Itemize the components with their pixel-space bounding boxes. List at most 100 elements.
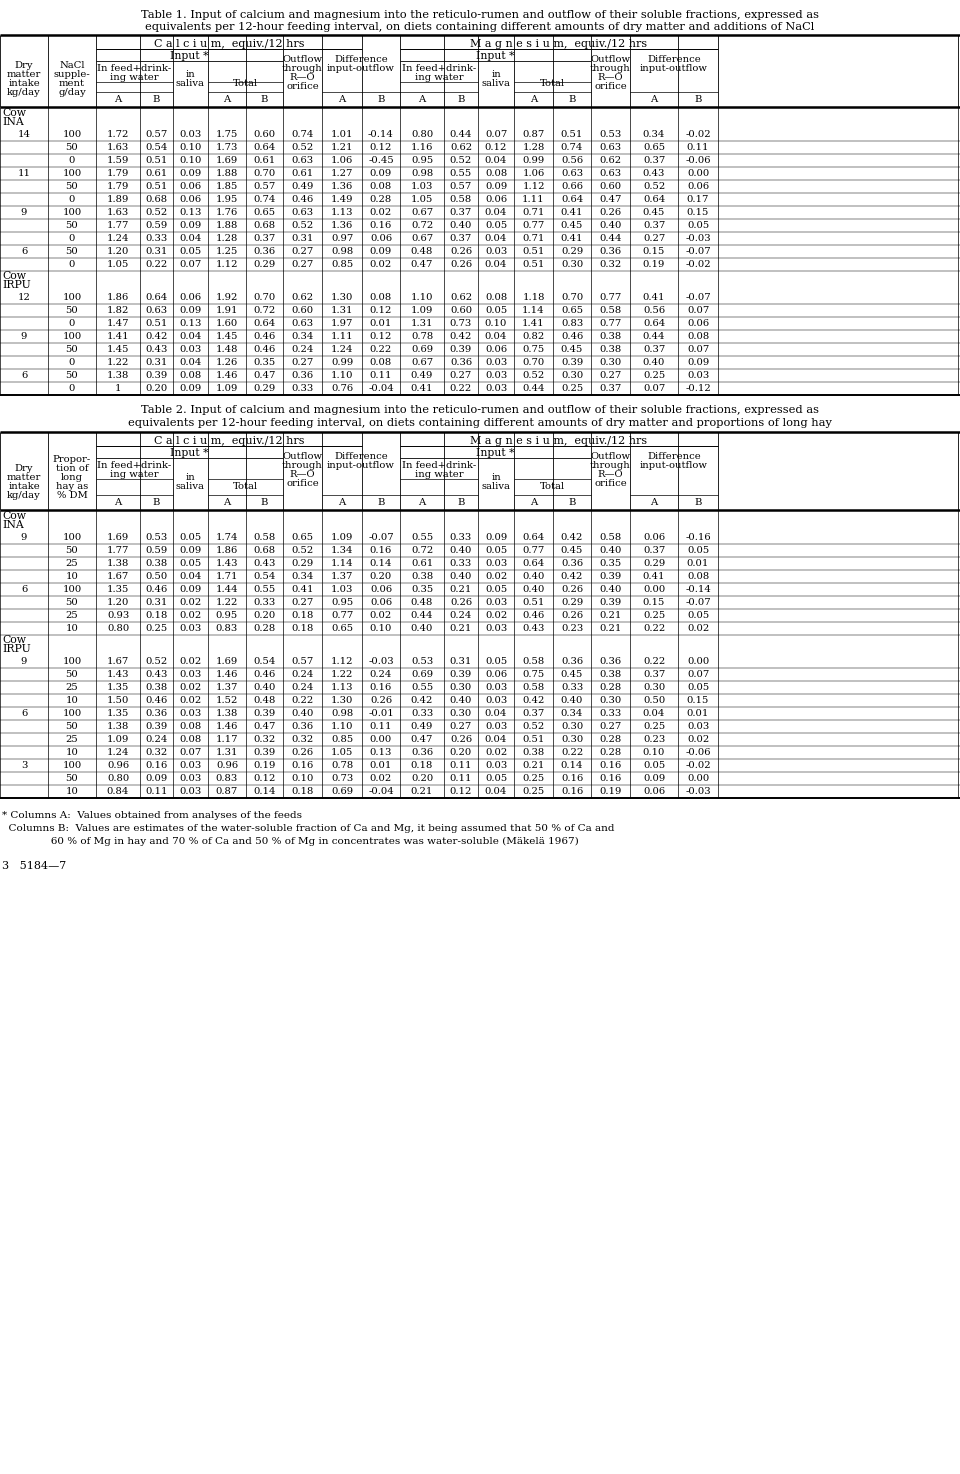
Text: 0.41: 0.41	[643, 293, 665, 302]
Text: 0.30: 0.30	[599, 358, 622, 367]
Text: 0.38: 0.38	[599, 332, 622, 340]
Text: M a g n e s i u m,  equiv./12 hrs: M a g n e s i u m, equiv./12 hrs	[470, 38, 648, 49]
Text: 0.27: 0.27	[450, 722, 472, 731]
Text: 10: 10	[65, 572, 79, 581]
Text: 0.16: 0.16	[599, 761, 622, 769]
Text: Cow: Cow	[2, 635, 26, 646]
Text: through: through	[282, 460, 323, 470]
Text: C a l c i u m,  equiv./12 hrs: C a l c i u m, equiv./12 hrs	[154, 38, 304, 49]
Text: 0.03: 0.03	[485, 248, 507, 256]
Text: 0.07: 0.07	[180, 747, 202, 758]
Text: 0.87: 0.87	[216, 787, 238, 796]
Text: 0.32: 0.32	[292, 736, 314, 744]
Text: 0.21: 0.21	[522, 761, 544, 769]
Text: 0.45: 0.45	[561, 671, 583, 680]
Text: 0.13: 0.13	[180, 208, 202, 217]
Text: kg/day: kg/day	[7, 87, 41, 96]
Text: 0.05: 0.05	[686, 682, 709, 691]
Text: 1.41: 1.41	[107, 332, 130, 340]
Text: 0.65: 0.65	[292, 534, 314, 542]
Text: 0.64: 0.64	[253, 143, 276, 152]
Text: 0.28: 0.28	[599, 682, 622, 691]
Text: 0.35: 0.35	[253, 358, 276, 367]
Text: 0.22: 0.22	[643, 624, 665, 632]
Text: 0.25: 0.25	[561, 385, 583, 394]
Text: 0.06: 0.06	[687, 181, 709, 192]
Text: 0.02: 0.02	[485, 747, 507, 758]
Text: 0.20: 0.20	[411, 774, 433, 783]
Text: 1.09: 1.09	[331, 534, 353, 542]
Text: 12: 12	[17, 293, 31, 302]
Text: 0.07: 0.07	[485, 130, 507, 139]
Text: B: B	[377, 498, 385, 507]
Text: 0.27: 0.27	[292, 248, 314, 256]
Text: 0.05: 0.05	[643, 761, 665, 769]
Text: 0.30: 0.30	[561, 259, 583, 268]
Text: 0.66: 0.66	[561, 181, 583, 192]
Text: 0.46: 0.46	[292, 195, 314, 203]
Text: 0.06: 0.06	[370, 234, 392, 243]
Text: 1.10: 1.10	[331, 722, 353, 731]
Text: Input *: Input *	[476, 52, 515, 60]
Text: 0.48: 0.48	[253, 696, 276, 705]
Text: 0.05: 0.05	[180, 534, 202, 542]
Text: 0.54: 0.54	[253, 572, 276, 581]
Text: 0.60: 0.60	[599, 181, 621, 192]
Text: 0.02: 0.02	[370, 774, 392, 783]
Text: ing water: ing water	[415, 470, 464, 479]
Text: 6: 6	[21, 585, 27, 594]
Text: 0.58: 0.58	[599, 534, 622, 542]
Text: In feed+drink-: In feed+drink-	[97, 460, 172, 470]
Text: 0.70: 0.70	[253, 293, 276, 302]
Text: 0.51: 0.51	[145, 156, 168, 165]
Text: 0.05: 0.05	[485, 774, 507, 783]
Text: * Columns A:  Values obtained from analyses of the feeds: * Columns A: Values obtained from analys…	[2, 811, 302, 820]
Text: 0.12: 0.12	[450, 787, 472, 796]
Text: 0.20: 0.20	[370, 572, 392, 581]
Text: B: B	[377, 94, 385, 103]
Text: Dry: Dry	[14, 463, 34, 473]
Text: 0.10: 0.10	[291, 774, 314, 783]
Text: 0.82: 0.82	[522, 332, 544, 340]
Text: 1.14: 1.14	[522, 307, 545, 315]
Text: equivalents per 12-hour feeding interval, on diets containing different amounts : equivalents per 12-hour feeding interval…	[145, 22, 815, 32]
Text: INA: INA	[2, 520, 24, 531]
Text: 0.02: 0.02	[686, 624, 709, 632]
Text: 0.44: 0.44	[449, 130, 472, 139]
Text: A: A	[224, 498, 230, 507]
Text: Input *: Input *	[476, 448, 515, 458]
Text: 0.02: 0.02	[180, 598, 202, 607]
Text: 0.40: 0.40	[599, 545, 622, 556]
Text: 0.45: 0.45	[561, 545, 583, 556]
Text: 0.09: 0.09	[180, 585, 202, 594]
Text: 0.51: 0.51	[522, 736, 544, 744]
Text: 1.21: 1.21	[331, 143, 353, 152]
Text: Outflow: Outflow	[590, 55, 631, 63]
Text: 0.02: 0.02	[686, 736, 709, 744]
Text: -0.03: -0.03	[685, 234, 710, 243]
Text: 1.28: 1.28	[216, 234, 238, 243]
Text: 1.22: 1.22	[216, 598, 238, 607]
Text: 0.05: 0.05	[686, 221, 709, 230]
Text: 1.24: 1.24	[107, 747, 130, 758]
Text: 0.15: 0.15	[686, 696, 709, 705]
Text: 0.41: 0.41	[411, 385, 433, 394]
Text: ment: ment	[59, 78, 85, 87]
Text: 0.51: 0.51	[145, 318, 168, 329]
Text: 0.35: 0.35	[411, 585, 433, 594]
Text: In feed+drink-: In feed+drink-	[97, 63, 172, 72]
Text: 0.19: 0.19	[253, 761, 276, 769]
Text: 0.12: 0.12	[370, 143, 393, 152]
Text: 0.33: 0.33	[292, 385, 314, 394]
Text: 0.40: 0.40	[450, 221, 472, 230]
Text: 0.85: 0.85	[331, 259, 353, 268]
Text: 0.00: 0.00	[686, 170, 709, 178]
Text: 0: 0	[69, 156, 75, 165]
Text: 0.72: 0.72	[253, 307, 276, 315]
Text: saliva: saliva	[482, 482, 511, 491]
Text: 0.40: 0.40	[450, 545, 472, 556]
Text: 0.12: 0.12	[485, 143, 507, 152]
Text: orifice: orifice	[286, 479, 319, 488]
Text: 50: 50	[65, 598, 79, 607]
Text: Table 1. Input of calcium and magnesium into the reticulo-rumen and outflow of t: Table 1. Input of calcium and magnesium …	[141, 10, 819, 21]
